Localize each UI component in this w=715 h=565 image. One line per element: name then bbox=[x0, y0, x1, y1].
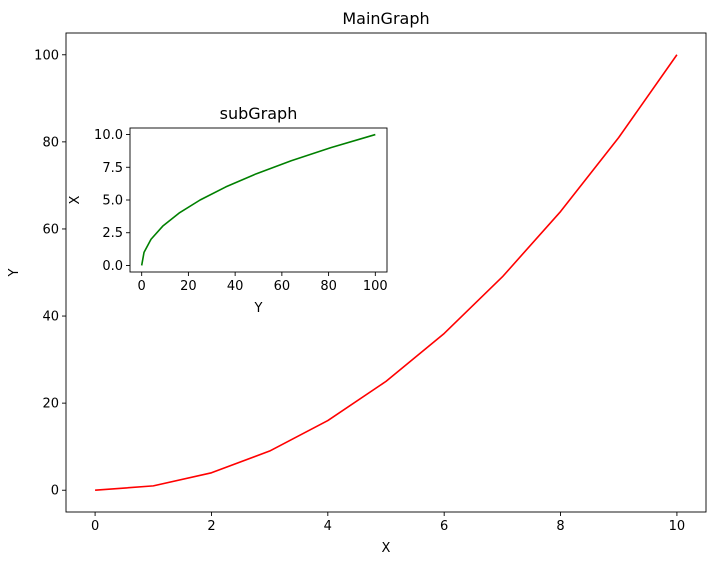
main-y-tick-label-5: 100 bbox=[34, 48, 59, 63]
main-y-tick-label-2: 40 bbox=[42, 310, 59, 325]
inset-y-tick-label-0: 0.0 bbox=[102, 259, 123, 274]
inset-x-tick-label-2: 40 bbox=[227, 279, 244, 294]
main-title: MainGraph bbox=[342, 9, 429, 28]
main-y-tick-label-4: 80 bbox=[42, 135, 59, 150]
inset-x-tick-label-5: 100 bbox=[363, 279, 388, 294]
main-x-axis-label: X bbox=[382, 541, 391, 556]
main-x-tick-label-4: 8 bbox=[556, 519, 564, 534]
inset-y-tick-label-3: 7.5 bbox=[102, 161, 123, 176]
inset-y-tick-label-1: 2.5 bbox=[102, 226, 123, 241]
main-y-tick-label-3: 60 bbox=[42, 222, 59, 237]
inset-x-axis-label: Y bbox=[254, 301, 263, 316]
main-x-tick-label-1: 2 bbox=[207, 519, 215, 534]
inset-y-tick-label-2: 5.0 bbox=[102, 194, 123, 209]
main-x-tick-label-5: 10 bbox=[669, 519, 686, 534]
main-series-line-0 bbox=[95, 54, 678, 492]
inset-plot: 0 20 40 60 80 100 0.0 2.5 5.0 7.5 10.0 subGraph Y X bbox=[68, 104, 388, 316]
inset-x-tick-label-0: 0 bbox=[138, 279, 146, 294]
inset-y-axis-label: X bbox=[68, 195, 83, 204]
main-x-tick-label-3: 6 bbox=[440, 519, 448, 534]
main-axes-frame bbox=[65, 32, 707, 513]
inset-x-tick-label-4: 80 bbox=[320, 279, 337, 294]
inset-title: subGraph bbox=[220, 104, 298, 123]
inset-y-tick-label-4: 10.0 bbox=[94, 128, 123, 143]
inset-series-line-0 bbox=[140, 133, 376, 266]
main-x-tick-label-2: 4 bbox=[324, 519, 332, 534]
inset-x-tick-label-1: 20 bbox=[180, 279, 197, 294]
inset-x-tick-label-3: 60 bbox=[274, 279, 291, 294]
main-x-tick-label-0: 0 bbox=[91, 519, 99, 534]
main-y-tick-label-1: 20 bbox=[42, 397, 59, 412]
main-y-axis-label: Y bbox=[7, 268, 22, 277]
main-y-tick-label-0: 0 bbox=[51, 484, 59, 499]
